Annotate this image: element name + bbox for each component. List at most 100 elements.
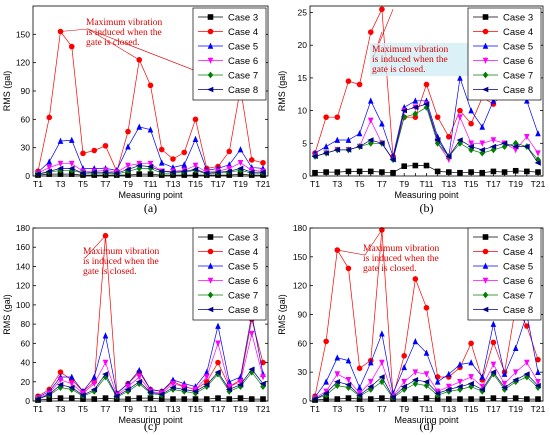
data-point-d-5-9 <box>411 377 419 383</box>
data-point-b-1-13 <box>457 107 463 114</box>
legend-label-a-2: Case 5 <box>228 42 258 53</box>
legend-label-d-4: Case 7 <box>503 291 533 302</box>
series-b-5 <box>311 101 541 166</box>
data-point-d-5-15 <box>478 386 486 393</box>
data-point-d-2-16 <box>490 320 497 327</box>
data-point-b-5-19 <box>523 143 530 150</box>
data-point-d-5-11 <box>434 390 441 397</box>
data-point-d-2-10 <box>423 349 430 356</box>
data-point-b-3-19 <box>524 133 530 141</box>
data-point-b-0-13 <box>457 169 463 176</box>
data-point-b-1-12 <box>446 133 452 140</box>
y-tick-label-a-4: 120 <box>16 58 30 68</box>
data-point-a-2-14 <box>192 135 199 142</box>
data-point-b-0-12 <box>446 169 452 175</box>
data-point-d-5-1 <box>322 390 329 397</box>
data-point-c-3-3 <box>68 380 75 388</box>
data-point-a-2-3 <box>68 136 75 143</box>
data-point-d-5-13 <box>456 383 463 390</box>
legend-box-b <box>467 7 542 101</box>
data-point-c-4-6 <box>102 373 109 381</box>
legend-c: Case 3 Case 4 Case 5 Case 6 Case 7 Case 8 <box>192 227 267 321</box>
data-point-b-2-16 <box>490 97 497 104</box>
y-tick-label-a-3: 90 <box>21 86 31 96</box>
legend-marker-a-2 <box>207 42 214 49</box>
data-point-a-2-11 <box>158 159 165 166</box>
x-tick-label-c-5: T11 <box>143 404 157 414</box>
legend-marker-b-3 <box>482 57 489 64</box>
data-point-d-1-16 <box>490 339 497 346</box>
panel-label-b: (b) <box>420 201 434 215</box>
y-axis-title-b: RMS (gal) <box>277 71 287 112</box>
data-point-d-5-18 <box>512 377 519 383</box>
chart-panel-c: 0 20 40 60 80 100 120 140 160 180 T1 T3 T5 T7 T9 T11 T13… <box>2 223 271 433</box>
data-point-d-3-20 <box>535 378 541 386</box>
data-point-d-4-19 <box>524 373 530 381</box>
data-point-b-5-0 <box>311 153 318 160</box>
data-point-c-3-19 <box>248 330 255 338</box>
y-tick-label-a-5: 150 <box>16 29 30 39</box>
data-point-d-4-12 <box>446 387 452 395</box>
legend-marker-b-4 <box>482 71 489 79</box>
data-point-a-3-17 <box>226 165 233 172</box>
x-tick-label-b-4: T9 <box>399 179 409 189</box>
series-b-4 <box>312 103 541 164</box>
data-point-b-4-14 <box>468 146 474 154</box>
data-point-a-1-12 <box>170 156 176 162</box>
data-point-b-1-11 <box>434 114 441 120</box>
y-tick-label-d-1: 30 <box>298 367 308 377</box>
data-point-b-1-3 <box>345 78 352 84</box>
annotation-line-d-1: is induced when the <box>363 254 439 264</box>
data-point-a-5-8 <box>124 166 131 173</box>
data-point-b-1-14 <box>468 120 474 127</box>
x-tick-label-c-4: T9 <box>123 404 133 414</box>
data-point-b-5-14 <box>467 143 474 150</box>
data-point-b-2-14 <box>468 107 474 114</box>
data-point-d-2-6 <box>379 330 385 337</box>
data-point-b-5-3 <box>345 147 352 153</box>
data-point-b-0-10 <box>423 162 430 169</box>
annotation-arrow-d-0 <box>337 249 366 256</box>
data-point-c-3-20 <box>260 374 266 381</box>
legend-label-b-2: Case 5 <box>503 42 533 53</box>
data-point-b-0-15 <box>479 169 486 176</box>
legend-d: Case 3 Case 4 Case 5 Case 6 Case 7 Case 8 <box>467 227 542 321</box>
legend-box-c <box>192 227 267 321</box>
x-tick-label-b-9: T19 <box>508 179 523 189</box>
annotation-line-c-0: Maximum vibration <box>83 247 160 257</box>
data-point-d-1-10 <box>423 304 430 311</box>
data-point-d-2-2 <box>334 354 341 361</box>
legend-marker-c-1 <box>207 248 214 255</box>
x-tick-label-a-6: T13 <box>166 179 181 189</box>
y-tick-label-b-5: 25 <box>298 8 308 18</box>
data-point-c-5-1 <box>45 391 53 398</box>
data-point-d-3-15 <box>479 383 486 390</box>
data-point-d-2-20 <box>535 368 541 375</box>
data-point-d-5-20 <box>534 382 541 389</box>
legend-label-b-4: Case 7 <box>503 71 533 82</box>
chart-panel-b: 0 5 10 15 20 25 T1 T3 T5 T7 T9 T11 T13 T15 T17 T19 T21 Me… <box>277 5 546 215</box>
x-axis-title-a: Measuring point <box>118 190 183 200</box>
data-point-c-2-3 <box>68 373 75 380</box>
data-point-d-3-8 <box>401 378 407 386</box>
annotation-line-d-0: Maximum vibration <box>363 244 440 254</box>
y-tick-label-d-0: 0 <box>302 396 307 406</box>
y-tick-label-c-7: 140 <box>16 261 30 271</box>
data-point-c-5-15 <box>203 381 210 388</box>
data-point-a-3-14 <box>192 162 199 170</box>
legend-marker-d-2 <box>482 262 489 269</box>
data-point-d-2-18 <box>512 344 519 351</box>
data-point-c-1-2 <box>57 369 64 375</box>
data-point-d-1-4 <box>356 365 363 372</box>
data-point-a-5-2 <box>57 165 64 172</box>
data-point-d-4-13 <box>457 386 463 393</box>
data-point-c-5-11 <box>158 391 165 398</box>
data-point-a-1-3 <box>68 43 75 50</box>
y-tick-label-d-5: 150 <box>293 252 307 262</box>
annotation-highlight-b <box>370 43 474 76</box>
data-point-a-3-18 <box>237 159 244 167</box>
legend-label-a-0: Case 3 <box>228 13 258 24</box>
legend-marker-d-0 <box>482 234 489 240</box>
data-point-b-5-10 <box>423 101 430 107</box>
